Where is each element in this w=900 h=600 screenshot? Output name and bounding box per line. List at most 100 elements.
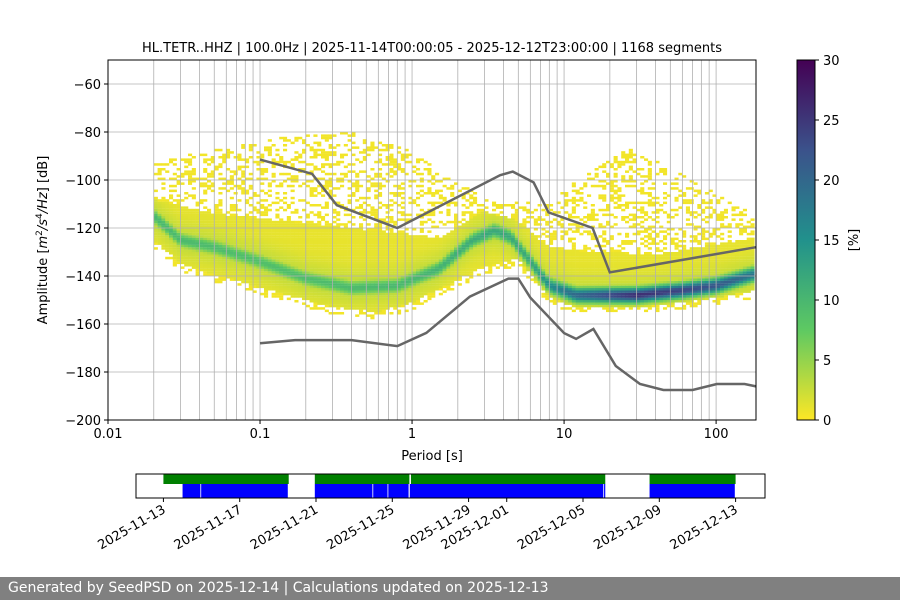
psd-cell [435, 259, 440, 262]
psd-cell [237, 273, 242, 277]
psd-cell [617, 273, 622, 277]
psd-cell [248, 196, 253, 200]
psd-cell [207, 211, 212, 214]
psd-cell [488, 244, 493, 248]
psd-cell [271, 158, 276, 161]
psd-cell [408, 273, 413, 277]
psd-cell [461, 259, 466, 262]
psd-cell [632, 206, 637, 209]
psd-cell [264, 252, 269, 255]
psd-cell [283, 240, 288, 243]
psd-cell [476, 218, 481, 221]
psd-cell [302, 247, 307, 250]
psd-cell [332, 295, 337, 298]
psd-cell [606, 288, 611, 291]
psd-cell [419, 194, 424, 197]
psd-cell [389, 302, 394, 305]
psd-cell [640, 189, 645, 193]
psd-cell [176, 225, 181, 229]
psd-cell [583, 216, 588, 219]
psd-cell [294, 285, 299, 289]
psd-cell [302, 242, 307, 245]
psd-cell [161, 163, 166, 166]
psd-cell [404, 266, 409, 269]
psd-cell [465, 254, 470, 257]
psd-cell [184, 271, 189, 274]
psd-cell [526, 240, 531, 243]
psd-cell [488, 230, 493, 233]
psd-cell [457, 266, 462, 269]
psd-cell [275, 295, 280, 298]
psd-cell [549, 288, 554, 291]
psd-cell [169, 220, 174, 224]
psd-cell [340, 249, 345, 253]
psd-cell [613, 264, 618, 267]
psd-cell [305, 278, 310, 281]
psd-cell [161, 247, 166, 250]
psd-cell [431, 273, 436, 277]
psd-cell [347, 259, 352, 262]
psd-cell [461, 240, 466, 243]
psd-cell [602, 302, 607, 305]
psd-cell [328, 165, 333, 169]
psd-cell [640, 216, 645, 219]
psd-cell [294, 292, 299, 296]
psd-cell [663, 211, 668, 214]
psd-cell [165, 256, 170, 260]
psd-cell [210, 254, 215, 257]
psd-cell [226, 276, 231, 279]
psd-cell [526, 237, 531, 241]
psd-cell [210, 256, 215, 260]
psd-cell [378, 184, 383, 188]
psd-cell [454, 249, 459, 253]
psd-cell [461, 261, 466, 265]
psd-cell [404, 292, 409, 296]
psd-cell [313, 223, 318, 226]
psd-cell [343, 254, 348, 257]
psd-cell [469, 261, 474, 265]
psd-cell [313, 156, 318, 159]
psd-cell [374, 288, 379, 291]
psd-cell [530, 266, 535, 269]
psd-cell [438, 249, 443, 253]
psd-cell [241, 165, 246, 169]
psd-cell [191, 266, 196, 269]
psd-cell [347, 235, 352, 238]
psd-cell [191, 259, 196, 262]
psd-cell [431, 177, 436, 181]
psd-cell [397, 242, 402, 245]
psd-cell [184, 172, 189, 176]
psd-cell [378, 168, 383, 171]
psd-cell [374, 247, 379, 250]
psd-cell [412, 252, 417, 255]
psd-cell [294, 211, 299, 214]
psd-cell [495, 244, 500, 248]
psd-cell [260, 247, 265, 250]
psd-cell [663, 273, 668, 277]
psd-cell [169, 211, 174, 214]
psd-cell [362, 295, 367, 298]
psd-cell [552, 266, 557, 269]
psd-cell [191, 237, 196, 241]
psd-cell [370, 283, 375, 286]
psd-cell [571, 223, 576, 226]
psd-cell [575, 199, 580, 202]
psd-cell [290, 189, 295, 193]
psd-cell [305, 144, 310, 147]
psd-cell [210, 242, 215, 245]
psd-cell [290, 249, 295, 253]
psd-cell [670, 280, 675, 284]
psd-cell [218, 247, 223, 250]
psd-cell [370, 230, 375, 233]
psd-cell [431, 276, 436, 279]
psd-cell [511, 235, 516, 238]
psd-cell [256, 220, 261, 224]
psd-cell [267, 268, 272, 272]
psd-cell [199, 223, 204, 226]
psd-cell [495, 240, 500, 243]
psd-cell [294, 280, 299, 284]
psd-cell [283, 276, 288, 279]
psd-cell [465, 268, 470, 272]
psd-cell [370, 213, 375, 217]
psd-cell [533, 228, 538, 231]
